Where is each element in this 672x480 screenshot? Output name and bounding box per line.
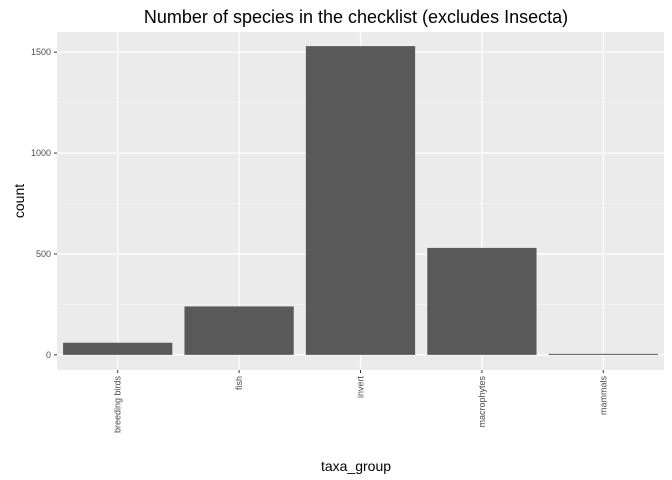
y-tick-label: 500 (36, 249, 51, 259)
bar-macrophytes (427, 247, 537, 355)
x-axis-title: taxa_group (321, 458, 391, 474)
x-axis-ticks: breeding birds fish invert macrophytes mamma… (113, 370, 608, 434)
y-axis-title: count (11, 184, 27, 218)
y-tick-label: 1500 (31, 47, 51, 57)
x-tick-label: macrophytes (477, 376, 487, 428)
bar-fish (184, 306, 294, 355)
y-tick-label: 0 (46, 350, 51, 360)
y-axis-ticks: 0 500 1000 1500 (31, 47, 57, 360)
bar-invert (305, 46, 416, 355)
chart-title: Number of species in the checklist (excl… (144, 7, 568, 27)
bar-breeding-birds (63, 342, 173, 355)
x-tick-label: invert (356, 376, 366, 399)
x-tick-label: mammals (598, 376, 608, 416)
x-tick-label: fish (234, 376, 244, 390)
x-tick-label: breeding birds (113, 376, 123, 434)
y-tick-label: 1000 (31, 148, 51, 158)
bar-mammals (548, 353, 658, 355)
bars (63, 46, 658, 355)
